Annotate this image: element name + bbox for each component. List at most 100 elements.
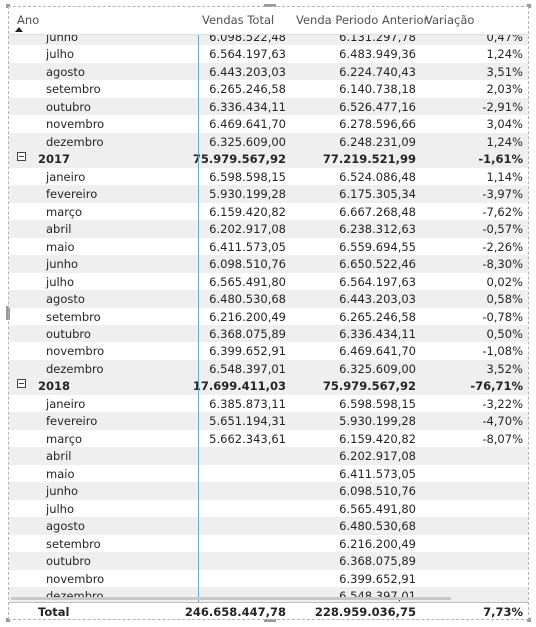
cell-vendas-total: 6.480.530,68 <box>209 292 286 307</box>
table-row: maio 6.411.573,05 <box>9 465 528 482</box>
table-row: setembro 6.265.246,58 6.140.738,18 2,03% <box>9 80 528 97</box>
cell-variacao: -3,22% <box>482 396 523 411</box>
cell-vendas-total: 6.202.917,08 <box>209 222 286 237</box>
header-ano[interactable]: Ano <box>17 13 40 27</box>
total-variacao: 7,73% <box>483 605 523 619</box>
table-row: fevereiro 5.651.194,31 5.930.199,28 -4,70% <box>9 412 528 430</box>
cell-vendas-total: 6.385.873,11 <box>209 396 286 411</box>
resize-corner-bottom-right[interactable] <box>527 618 531 622</box>
table-row: abril 6.202.917,08 <box>9 447 528 465</box>
sort-ascending-icon[interactable] <box>15 27 23 32</box>
collapse-minus-icon[interactable] <box>17 152 26 162</box>
header-variacao[interactable]: Variação <box>425 13 475 27</box>
cell-venda-periodo-anterior: 6.650.522,46 <box>339 257 416 272</box>
row-label: outubro <box>46 99 91 114</box>
cell-variacao: 0,50% <box>486 326 523 341</box>
cell-variacao: -8,30% <box>482 257 523 272</box>
cell-venda-periodo-anterior: 6.443.203,03 <box>339 292 416 307</box>
cell-vendas-total: 6.325.609,00 <box>209 134 286 149</box>
cell-variacao: 3,51% <box>486 64 523 79</box>
cell-venda-periodo-anterior: 77.219.521,99 <box>322 152 416 167</box>
cell-vendas-total: 6.098.510,76 <box>209 257 286 272</box>
row-label: fevereiro <box>46 414 98 429</box>
total-label: Total <box>38 605 70 619</box>
cell-venda-periodo-anterior: 6.483.949,36 <box>339 47 416 62</box>
cell-vendas-total: 6.411.573,05 <box>209 239 286 254</box>
table-row: dezembro 6.548.397,01 6.325.609,00 3,52% <box>9 359 528 378</box>
header-venda-periodo-anterior[interactable]: Venda Periodo Anterior <box>296 13 429 27</box>
row-label: maio <box>46 466 75 481</box>
table-row: maio 6.411.573,05 6.559.694,55 -2,26% <box>9 238 528 255</box>
row-label: agosto <box>46 519 85 534</box>
cell-variacao: -0,57% <box>482 222 523 237</box>
cell-venda-periodo-anterior: 6.098.510,76 <box>339 484 416 499</box>
horizontal-scrollbar[interactable] <box>11 597 451 600</box>
cell-venda-periodo-anterior: 6.667.268,48 <box>339 204 416 219</box>
column-divider[interactable] <box>198 34 199 609</box>
row-label: outubro <box>46 554 91 569</box>
table-row: janeiro 6.598.598,15 6.524.086,48 1,14% <box>9 168 528 185</box>
cell-venda-periodo-anterior: 6.216.200,49 <box>339 536 416 551</box>
cell-venda-periodo-anterior: 5.930.199,28 <box>339 414 416 429</box>
total-venda-periodo-anterior: 228.959.036,75 <box>314 605 416 619</box>
cell-venda-periodo-anterior: 6.480.530,68 <box>339 519 416 534</box>
cell-variacao: -2,91% <box>482 99 523 114</box>
row-label: janeiro <box>46 396 86 411</box>
cell-vendas-total: 5.930.199,28 <box>209 187 286 202</box>
row-label: dezembro <box>46 134 104 149</box>
table-row: novembro 6.399.652,91 <box>9 570 528 587</box>
resize-corner-bottom-left[interactable] <box>6 618 10 622</box>
cell-vendas-total: 6.443.203,03 <box>209 64 286 79</box>
cell-venda-periodo-anterior: 6.559.694,55 <box>339 239 416 254</box>
cell-vendas-total: 17.699.411,03 <box>192 379 286 394</box>
row-label: fevereiro <box>46 187 98 202</box>
table-row: dezembro 6.325.609,00 6.248.231,09 1,24% <box>9 132 528 151</box>
cell-vendas-total: 5.651.194,31 <box>209 414 286 429</box>
cell-venda-periodo-anterior: 6.265.246,58 <box>339 309 416 324</box>
resize-handle-bottom[interactable] <box>264 618 276 622</box>
cell-variacao: 0,58% <box>486 292 523 307</box>
table-row: julho 6.565.491,80 <box>9 500 528 517</box>
row-label: julho <box>46 47 75 62</box>
resize-corner-top-right[interactable] <box>527 4 531 8</box>
total-vendas-total: 246.658.447,78 <box>184 605 286 619</box>
cell-variacao: -7,62% <box>482 204 523 219</box>
cell-venda-periodo-anterior: 6.238.312,63 <box>339 222 416 237</box>
row-label: abril <box>46 222 72 237</box>
table-row: novembro 6.399.652,91 6.469.641,70 -1,08% <box>9 342 528 359</box>
table-row: março 6.159.420,82 6.667.268,48 -7,62% <box>9 203 528 220</box>
table-row: julho 6.565.491,80 6.564.197,63 0,02% <box>9 273 528 290</box>
cell-variacao: -2,26% <box>482 239 523 254</box>
header-vendas-total[interactable]: Vendas Total <box>202 13 275 27</box>
cell-venda-periodo-anterior: 6.548.397,01 <box>339 589 416 603</box>
row-label: março <box>46 204 83 219</box>
cell-variacao: 1,14% <box>486 169 523 184</box>
cell-venda-periodo-anterior: 6.399.652,91 <box>339 571 416 586</box>
cell-vendas-total: 6.368.075,89 <box>209 326 286 341</box>
row-label: março <box>46 431 83 446</box>
cell-vendas-total: 6.399.652,91 <box>209 344 286 359</box>
table-row: julho 6.564.197,63 6.483.949,36 1,24% <box>9 45 528 62</box>
table-row: março 5.662.343,61 6.159.420,82 -8,07% <box>9 430 528 447</box>
table-row: setembro 6.216.200,49 6.265.246,58 -0,78% <box>9 308 528 325</box>
row-label: agosto <box>46 292 85 307</box>
cell-venda-periodo-anterior: 6.325.609,00 <box>339 361 416 376</box>
cell-variacao: -1,61% <box>478 152 523 167</box>
cell-venda-periodo-anterior: 6.248.231,09 <box>339 134 416 149</box>
table-row: setembro 6.216.200,49 <box>9 535 528 552</box>
table-row: novembro 6.469.641,70 6.278.596,66 3,04% <box>9 115 528 132</box>
cell-vendas-total: 6.469.641,70 <box>209 117 286 132</box>
matrix-body: junho 6.098.522,48 6.131.297,78 0,47% julho 6… <box>9 28 528 605</box>
row-label: janeiro <box>46 169 86 184</box>
cell-variacao: -4,70% <box>482 414 523 429</box>
cell-venda-periodo-anterior: 6.469.641,70 <box>339 344 416 359</box>
collapse-minus-icon[interactable] <box>17 379 26 389</box>
cell-variacao: 3,52% <box>486 361 523 376</box>
row-label: setembro <box>46 309 101 324</box>
row-label: maio <box>46 239 75 254</box>
total-row: Total 246.658.447,78 228.959.036,75 7,73… <box>9 602 528 619</box>
row-label: agosto <box>46 64 85 79</box>
cell-vendas-total: 75.979.567,92 <box>192 152 286 167</box>
table-row: agosto 6.480.530,68 <box>9 517 528 535</box>
cell-vendas-total: 6.336.434,11 <box>209 99 286 114</box>
